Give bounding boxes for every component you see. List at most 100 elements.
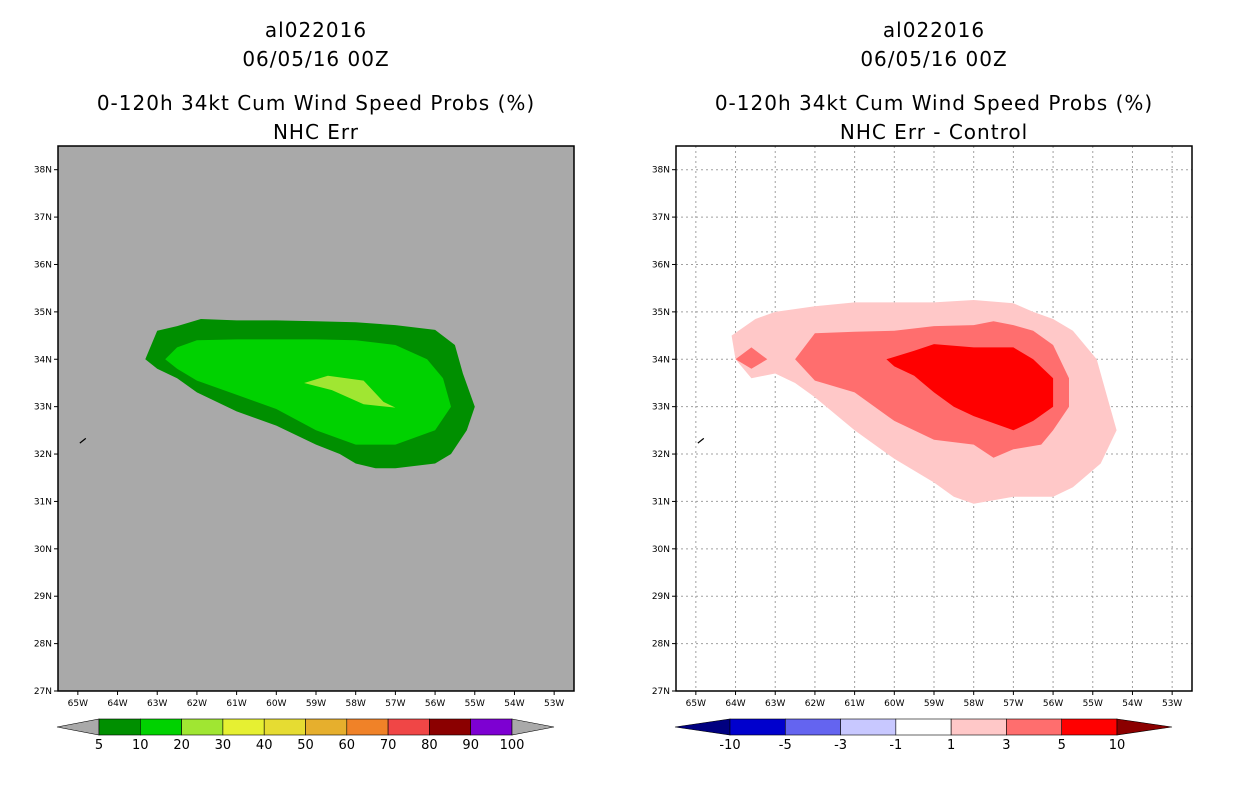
left-colorbar-swatch-2 — [140, 718, 182, 736]
left-y-tick-label-28N: 28N — [34, 640, 52, 650]
right-y-tick-label-31N: 31N — [652, 497, 670, 507]
left-colorbar-swatch-10 — [470, 718, 513, 736]
left-colorbar-label-20: 20 — [173, 738, 190, 753]
left-y-tick-label-31N: 31N — [34, 497, 52, 507]
left-x-tick-label-62W: 62W — [187, 699, 207, 709]
left-x-tick-label-58W: 58W — [346, 699, 366, 709]
right-y-tick-label-37N: 37N — [652, 213, 670, 223]
left-colorbar-label-70: 70 — [380, 738, 397, 753]
right-x-tick-label-62W: 62W — [805, 699, 825, 709]
right-colorbar-label--10: -10 — [719, 738, 740, 753]
left-y-tick-label-35N: 35N — [34, 308, 52, 318]
right-colorbar-label-10: 10 — [1109, 738, 1126, 753]
left-x-tick-label-53W: 53W — [544, 699, 564, 709]
left-y-tick-label-38N: 38N — [34, 166, 52, 176]
right-colorbar-left-arrow — [674, 718, 731, 736]
left-chart-subtitle: NHC Err — [272, 120, 360, 144]
right-contour-5-10 — [886, 344, 1054, 431]
right-x-tick-label-61W: 61W — [844, 699, 864, 709]
left-colorbar-swatch-5 — [263, 718, 306, 736]
right-x-tick-label-57W: 57W — [1003, 699, 1023, 709]
left-colorbar-swatch-6 — [305, 718, 348, 736]
right-contour-3-5 — [735, 347, 768, 369]
right-colorbar-swatch-3 — [840, 718, 897, 736]
left-y-tick-label-36N: 36N — [34, 260, 52, 270]
left-y-tick-label-30N: 30N — [34, 545, 52, 555]
right-colorbar-swatch-5 — [950, 718, 1007, 736]
left-colorbar-label-100: 100 — [500, 738, 525, 753]
left-x-tick-label-57W: 57W — [385, 699, 405, 709]
left-colorbar-label-50: 50 — [297, 738, 314, 753]
left-contour-10-20 — [165, 339, 451, 445]
right-chart-subtitle: NHC Err - Control — [839, 120, 1029, 144]
left-colorbar-label-80: 80 — [421, 738, 438, 753]
left-colorbar-swatch-7 — [346, 718, 389, 736]
left-colorbar-label-5: 5 — [95, 738, 103, 753]
right-x-tick-label-53W: 53W — [1162, 699, 1182, 709]
left-colorbar-swatch-4 — [222, 718, 265, 736]
left-colorbar-label-40: 40 — [256, 738, 273, 753]
left-x-tick-label-56W: 56W — [425, 699, 445, 709]
left-chart-title: 0-120h 34kt Cum Wind Speed Probs (%) — [96, 91, 536, 115]
right-x-tick-label-63W: 63W — [765, 699, 785, 709]
left-x-tick-label-63W: 63W — [147, 699, 167, 709]
left-colorbar-label-30: 30 — [215, 738, 232, 753]
right-y-tick-label-36N: 36N — [652, 260, 670, 270]
right-y-tick-label-28N: 28N — [652, 640, 670, 650]
right-colorbar-label--3: -3 — [834, 738, 847, 753]
right-y-tick-label-38N: 38N — [652, 166, 670, 176]
right-colorbar-swatch-7 — [1061, 718, 1118, 736]
left-y-tick-label-33N: 33N — [34, 403, 52, 413]
right-colorbar-label--5: -5 — [779, 738, 792, 753]
right-y-tick-label-33N: 33N — [652, 403, 670, 413]
left-colorbar-right-arrow — [511, 718, 555, 736]
left-y-tick-label-32N: 32N — [34, 450, 52, 460]
left-colorbar-swatch-8 — [387, 718, 430, 736]
right-x-tick-label-56W: 56W — [1043, 699, 1063, 709]
right-x-tick-label-60W: 60W — [884, 699, 904, 709]
right-plot-area — [672, 145, 1193, 695]
right-y-tick-label-27N: 27N — [652, 687, 670, 697]
right-y-tick-label-30N: 30N — [652, 545, 670, 555]
right-x-tick-label-58W: 58W — [964, 699, 984, 709]
left-x-tick-label-65W: 65W — [68, 699, 88, 709]
right-colorbar-label-5: 5 — [1058, 738, 1066, 753]
left-contour-20-30 — [304, 375, 396, 408]
right-colorbar-label-3: 3 — [1002, 738, 1010, 753]
left-colorbar-swatch-1 — [98, 718, 141, 736]
right-colorbar-right-arrow — [1116, 718, 1173, 736]
left-colorbar-label-10: 10 — [132, 738, 149, 753]
left-date-time: 06/05/16 00Z — [242, 47, 390, 71]
left-x-tick-label-54W: 54W — [504, 699, 524, 709]
right-colorbar-swatch-4 — [895, 718, 952, 736]
left-colorbar-label-90: 90 — [462, 738, 479, 753]
right-island-mark — [697, 437, 705, 444]
right-colorbar-swatch-1 — [729, 718, 786, 736]
left-y-tick-label-37N: 37N — [34, 213, 52, 223]
left-plot-area — [54, 145, 575, 695]
right-date-time: 06/05/16 00Z — [860, 47, 1008, 71]
right-colorbar-swatch-2 — [784, 718, 841, 736]
right-x-tick-label-65W: 65W — [686, 699, 706, 709]
left-colorbar-swatch-3 — [181, 718, 224, 736]
right-chart-title: 0-120h 34kt Cum Wind Speed Probs (%) — [714, 91, 1154, 115]
left-y-tick-label-29N: 29N — [34, 592, 52, 602]
right-x-tick-label-59W: 59W — [924, 699, 944, 709]
right-y-tick-label-29N: 29N — [652, 592, 670, 602]
right-y-tick-label-34N: 34N — [652, 355, 670, 365]
right-x-tick-label-64W: 64W — [725, 699, 745, 709]
right-y-tick-label-35N: 35N — [652, 308, 670, 318]
right-x-tick-label-54W: 54W — [1122, 699, 1142, 709]
left-colorbar-left-arrow — [56, 718, 100, 736]
right-x-tick-label-55W: 55W — [1083, 699, 1103, 709]
left-y-tick-label-34N: 34N — [34, 355, 52, 365]
right-colorbar-label-1: 1 — [947, 738, 955, 753]
right-colorbar-swatch-6 — [1006, 718, 1063, 736]
left-island-mark — [79, 437, 87, 444]
right-colorbar-label--1: -1 — [889, 738, 902, 753]
left-y-tick-label-27N: 27N — [34, 687, 52, 697]
left-storm-id: al022016 — [264, 18, 368, 42]
left-x-tick-label-59W: 59W — [306, 699, 326, 709]
left-colorbar-swatch-9 — [429, 718, 471, 736]
